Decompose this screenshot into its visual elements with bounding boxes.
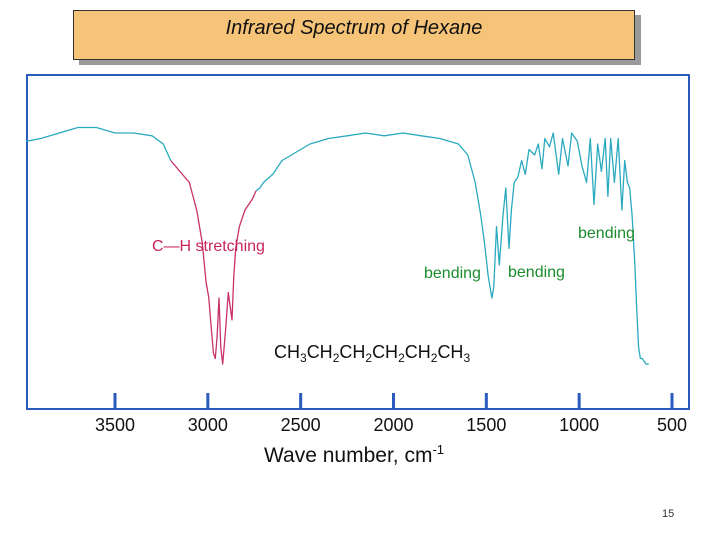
x-tick-label: 3500	[95, 415, 135, 435]
x-axis-label: Wave number, cm-1	[264, 442, 444, 468]
formula-group: CH	[437, 342, 464, 362]
formula-subscript: 3	[463, 351, 471, 365]
formula-group: CH	[404, 342, 431, 362]
spectrum-trace	[25, 126, 172, 161]
x-tick-label: 2500	[281, 415, 321, 435]
x-tick-label: 500	[657, 415, 687, 435]
spectrum-trace	[255, 132, 649, 365]
annotation-ch-stretching: C—H stretching	[152, 238, 265, 255]
formula-subscript: 2	[332, 351, 340, 365]
spectrum-traces	[25, 126, 649, 365]
formula-subscript: 2	[430, 351, 438, 365]
formula-group: CH	[306, 342, 333, 362]
x-axis-label-superscript: -1	[432, 442, 445, 457]
annotation-bending-1: bending	[578, 225, 635, 242]
x-axis-ticks	[113, 393, 674, 409]
formula-subscript: 3	[300, 351, 307, 365]
plot-frame	[26, 74, 690, 410]
formula-subscript: 2	[398, 351, 405, 365]
x-axis-label-text: Wave number, cm	[264, 444, 433, 467]
formula-subscript: 2	[365, 351, 373, 365]
x-tick-label: 1000	[559, 415, 599, 435]
annotation-bending-2: bending	[424, 265, 481, 282]
slide-title: Infrared Spectrum of Hexane	[225, 17, 483, 39]
formula-group: CH	[372, 342, 399, 362]
x-tick-label: 3000	[188, 415, 228, 435]
page-number: 15	[662, 508, 675, 520]
annotation-bending-3: bending	[508, 264, 565, 281]
spectrum-trace-ch-stretch	[170, 160, 257, 365]
hexane-formula: CH3CH2CH2CH2CH2CH3	[274, 342, 470, 365]
x-tick-label: 2000	[373, 415, 413, 435]
formula-group: CH	[274, 342, 300, 362]
x-tick-label: 1500	[466, 415, 506, 435]
formula-group: CH	[339, 342, 366, 362]
title-box: Infrared Spectrum of Hexane	[73, 10, 635, 60]
x-axis-tick-labels: 3500 3000 2500 2000 1500 1000 500	[95, 415, 687, 435]
